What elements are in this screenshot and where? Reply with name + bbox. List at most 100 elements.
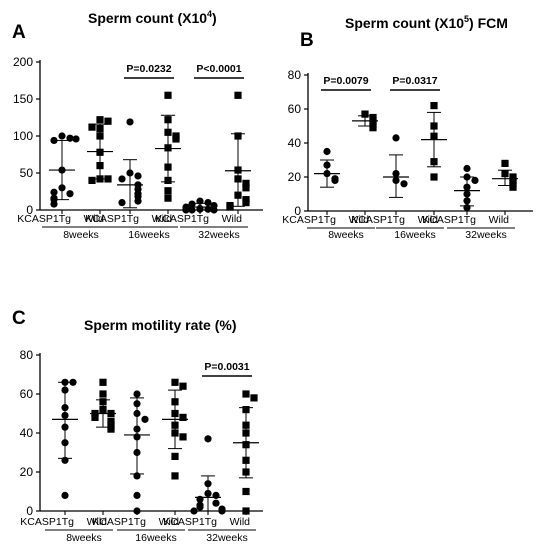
data-point-kc bbox=[182, 206, 190, 214]
data-point-kc bbox=[204, 199, 212, 207]
y-tick-label: 40 bbox=[20, 426, 34, 440]
p-value-label: P=0.0079 bbox=[323, 75, 368, 87]
group-label-kcasp1tg: KCASP1Tg bbox=[422, 214, 476, 226]
group-label-kcasp1tg: KCASP1Tg bbox=[351, 214, 405, 226]
chart-title: Sperm count (X104) bbox=[88, 9, 217, 26]
chart-title-text: Sperm count (X10 bbox=[345, 15, 464, 31]
data-point-wild bbox=[164, 194, 172, 202]
data-point-wild bbox=[99, 378, 107, 386]
p-value-label: P<0.0001 bbox=[196, 63, 241, 75]
data-point-wild bbox=[430, 102, 438, 110]
group-label-kcasp1tg: KCASP1Tg bbox=[92, 516, 146, 528]
data-point-kc bbox=[72, 135, 80, 143]
data-point-kc bbox=[218, 507, 226, 515]
data-point-kc bbox=[61, 491, 69, 499]
data-point-wild bbox=[164, 187, 172, 195]
data-point-wild bbox=[242, 507, 250, 515]
data-point-kc bbox=[133, 507, 141, 515]
y-tick-label: 50 bbox=[20, 166, 34, 180]
data-point-wild bbox=[88, 176, 96, 184]
chart-title-text: Sperm motility rate (%) bbox=[84, 317, 236, 333]
data-point-wild bbox=[234, 91, 242, 99]
group-label-wild: Wild bbox=[152, 213, 173, 225]
y-tick-label: 20 bbox=[288, 170, 302, 184]
period-label: 32weeks bbox=[465, 229, 506, 241]
panel-letter: A bbox=[12, 22, 26, 43]
data-point-wild bbox=[250, 394, 258, 402]
data-point-kc bbox=[392, 134, 400, 142]
data-point-kc bbox=[212, 499, 220, 507]
data-point-kc bbox=[118, 199, 126, 207]
data-point-wild bbox=[369, 124, 377, 132]
data-point-kc bbox=[50, 136, 58, 145]
period-label: 16weeks bbox=[394, 229, 435, 241]
data-point-kc bbox=[188, 200, 196, 208]
group-label-wild: Wild bbox=[349, 214, 370, 226]
data-point-kc bbox=[50, 200, 58, 208]
data-point-wild bbox=[242, 487, 250, 496]
data-point-wild bbox=[91, 413, 99, 421]
period-label: 16weeks bbox=[128, 229, 169, 241]
data-point-wild bbox=[171, 378, 179, 386]
data-point-wild bbox=[179, 433, 187, 441]
data-point-wild bbox=[88, 123, 96, 131]
period-label: 8weeks bbox=[66, 532, 102, 544]
data-point-wild bbox=[242, 179, 250, 187]
data-point-kc bbox=[133, 491, 141, 499]
data-point-kc bbox=[126, 118, 134, 126]
chart-title-suffix: ) bbox=[212, 10, 217, 26]
data-point-kc bbox=[190, 507, 198, 515]
data-point-wild bbox=[172, 135, 180, 143]
y-tick-label: 0 bbox=[294, 204, 301, 218]
chart-title: Sperm motility rate (%) bbox=[84, 317, 236, 333]
group-label-wild: Wild bbox=[418, 214, 439, 226]
period-label: 8weeks bbox=[63, 229, 99, 241]
y-tick-label: 0 bbox=[26, 203, 33, 217]
data-point-kc bbox=[66, 190, 74, 198]
data-point-wild bbox=[164, 91, 172, 99]
data-point-kc bbox=[134, 172, 142, 180]
y-tick-label: 200 bbox=[13, 55, 33, 69]
data-point-kc bbox=[50, 188, 58, 196]
y-tick-label: 80 bbox=[20, 348, 34, 362]
y-tick-label: 40 bbox=[288, 136, 302, 150]
group-label-kcasp1tg: KCASP1Tg bbox=[20, 516, 74, 528]
chart-title-text: Sperm count (X10 bbox=[88, 10, 207, 26]
data-point-kc bbox=[204, 435, 212, 443]
data-point-wild bbox=[107, 421, 115, 429]
data-point-wild bbox=[99, 390, 107, 398]
group-label-wild: Wild bbox=[87, 516, 108, 528]
group-label-wild: Wild bbox=[230, 516, 251, 528]
group-label-wild: Wild bbox=[84, 213, 105, 225]
group-label-kcasp1tg: KCASP1Tg bbox=[155, 213, 209, 225]
data-point-wild bbox=[171, 472, 179, 480]
data-point-wild bbox=[430, 173, 438, 181]
data-point-kc bbox=[331, 176, 339, 184]
group-label-kcasp1tg: KCASP1Tg bbox=[163, 516, 217, 528]
data-point-kc bbox=[323, 147, 331, 156]
p-value-label: P=0.0317 bbox=[392, 75, 437, 87]
data-point-wild bbox=[107, 425, 115, 433]
period-label: 8weeks bbox=[328, 229, 364, 241]
data-point-kc bbox=[463, 164, 471, 173]
data-point-kc bbox=[69, 378, 77, 386]
data-point-kc bbox=[400, 180, 408, 188]
data-point-wild bbox=[179, 382, 187, 390]
data-point-kc bbox=[134, 197, 142, 205]
panel-letter: C bbox=[12, 308, 26, 329]
period-label: 16weeks bbox=[135, 532, 176, 544]
chart-title-superscript: 4 bbox=[207, 9, 212, 19]
data-point-kc bbox=[196, 503, 204, 511]
y-tick-label: 150 bbox=[13, 92, 33, 106]
data-point-kc bbox=[141, 415, 149, 423]
data-point-kc bbox=[58, 132, 66, 140]
group-label-wild: Wild bbox=[159, 516, 180, 528]
data-point-kc bbox=[210, 206, 218, 214]
data-point-wild bbox=[179, 413, 187, 421]
data-point-wild bbox=[242, 184, 250, 192]
y-tick-label: 60 bbox=[20, 387, 34, 401]
y-tick-label: 0 bbox=[26, 504, 33, 518]
data-point-wild bbox=[107, 417, 115, 425]
panel-letter: B bbox=[300, 30, 314, 51]
